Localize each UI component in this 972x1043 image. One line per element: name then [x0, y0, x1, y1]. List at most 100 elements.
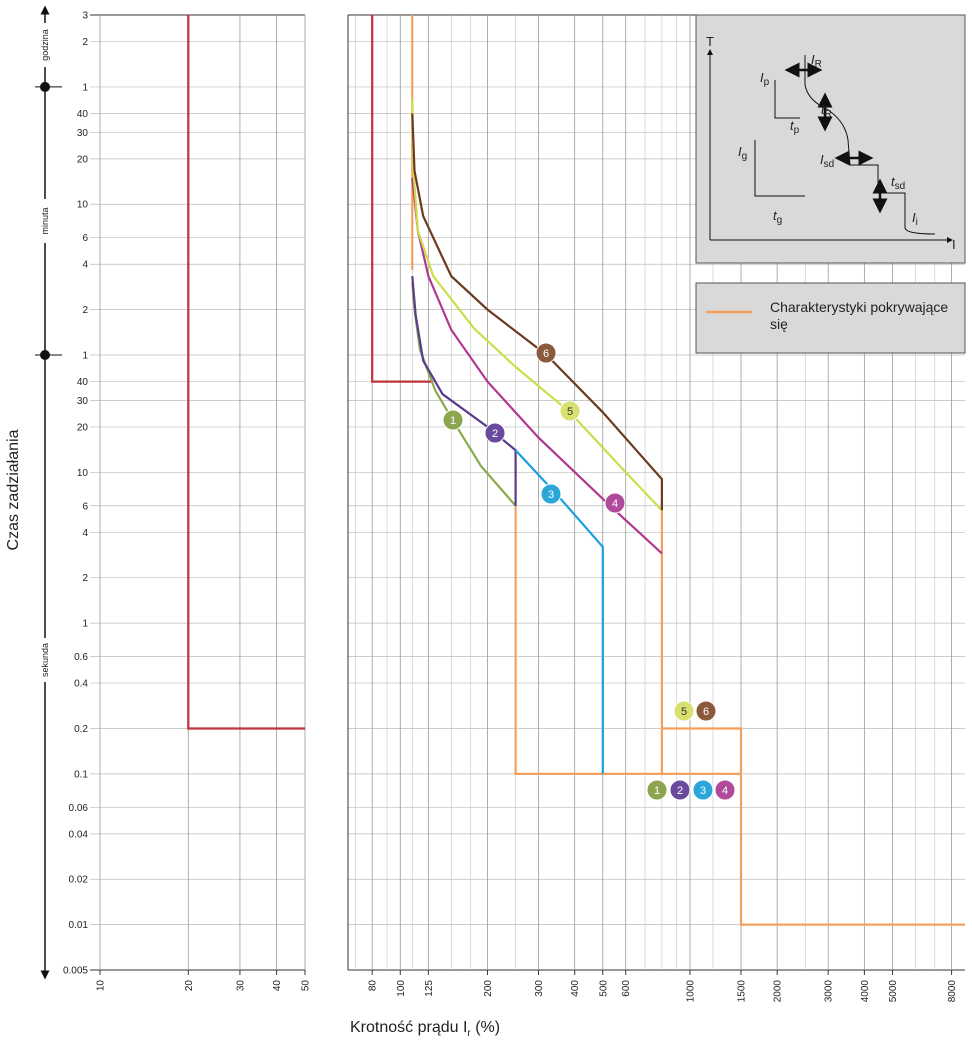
- x-axis-title: Krotność prądu Ir (%): [350, 1019, 500, 1039]
- inset-label-sub: g: [777, 215, 783, 226]
- inset-label-main: t: [821, 102, 826, 117]
- inset-label-main: I: [912, 210, 916, 225]
- x-title-suffix: (%): [471, 1019, 500, 1036]
- inset-label: T: [706, 34, 714, 49]
- x-tick-label: 20: [184, 980, 195, 992]
- y-tick-label: 20: [77, 154, 89, 165]
- curve-badge-label: 4: [612, 498, 618, 510]
- y-tick-label: 10: [77, 468, 89, 479]
- inset-label: Ig: [738, 144, 747, 162]
- curve-badge-label: 1: [450, 415, 456, 427]
- y-axis-title: Czas zadziałania: [5, 429, 22, 550]
- inset-curve: [754, 140, 805, 197]
- y-tick-label: 6: [82, 501, 88, 512]
- y-tick-label: 0.04: [69, 829, 89, 840]
- axis-dot: [40, 350, 50, 361]
- inset-label: tg: [773, 208, 782, 226]
- y-tick-label: 0.02: [69, 875, 89, 886]
- y-tick-label: 20: [77, 422, 89, 433]
- axis-dot: [40, 81, 50, 92]
- curve-badge: [604, 492, 626, 514]
- y-tick-label: 3: [82, 11, 88, 22]
- x-tick-label: 4000: [860, 980, 871, 1003]
- x-tick-label: 2000: [773, 980, 784, 1003]
- x-tick-label: 10: [96, 980, 107, 992]
- x-tick-label: 50: [301, 980, 312, 992]
- inset-label: Ii: [912, 210, 918, 228]
- curve-badge: [692, 779, 714, 801]
- group-label-bg: [39, 198, 51, 243]
- x-tick-label: 3000: [824, 980, 835, 1003]
- x-tick-label: 500: [598, 980, 609, 997]
- curve-badge-label: 6: [703, 706, 709, 718]
- curve-badge-label: 2: [492, 428, 498, 440]
- inset-label: tp: [790, 118, 800, 136]
- y-tick-label: 0.2: [74, 724, 88, 735]
- y-group-label: godzina: [40, 29, 50, 61]
- curve-badge-label: 2: [677, 785, 683, 797]
- inset-label: Ip: [760, 70, 770, 88]
- inset-label: I: [952, 237, 956, 252]
- y-tick-label: 1: [82, 619, 88, 630]
- inset-label-main: I: [820, 152, 824, 167]
- curve-badge: [669, 779, 691, 801]
- curve-badge: [484, 422, 506, 444]
- inset-box: [695, 14, 966, 264]
- inset-label-sub: sd: [824, 159, 835, 170]
- y-tick-label: 4: [82, 260, 88, 271]
- curve-badge: [540, 483, 562, 505]
- y-tick-label: 40: [77, 109, 89, 120]
- inset-label-sub: p: [764, 77, 770, 88]
- curve-badge-label: 5: [681, 706, 687, 718]
- inset-label-sub: p: [794, 125, 800, 136]
- curve-badge: [695, 700, 717, 722]
- series-line: [411, 177, 663, 555]
- x-tick-label: 200: [483, 980, 494, 997]
- y-tick-label: 4: [82, 528, 88, 539]
- x-title-main: Krotność prądu I: [350, 1019, 467, 1036]
- inset-curve: [774, 80, 800, 119]
- curves: [187, 15, 965, 926]
- x-tick-label: 8000: [947, 980, 958, 1003]
- inset-label: Isd: [820, 152, 834, 170]
- inset-label-main: t: [790, 118, 795, 133]
- inset-label-main: t: [773, 208, 778, 223]
- x-tick-label: 100: [396, 980, 407, 997]
- x-tick-label: 40: [272, 980, 283, 992]
- x-tick-label: 5000: [888, 980, 899, 1003]
- curve-badge: [535, 342, 557, 364]
- x-tick-label: 400: [570, 980, 581, 997]
- inset-label-sub: R: [825, 109, 832, 120]
- x-title-sub: r: [467, 1028, 471, 1039]
- inset-label: IR: [811, 52, 822, 70]
- series-line: [411, 113, 663, 511]
- inset-curve: [804, 55, 936, 235]
- y-tick-label: 2: [82, 37, 88, 48]
- y-tick-label: 0.01: [69, 920, 89, 931]
- curve-badge-label: 6: [543, 348, 549, 360]
- inset-label: tR: [821, 102, 832, 120]
- curve-badge-label: 1: [654, 785, 660, 797]
- inset-label-main: I: [811, 52, 815, 67]
- x-tick-label: 80: [368, 980, 379, 992]
- y-tick-label: 30: [77, 396, 89, 407]
- series-line: [187, 15, 305, 730]
- inset-label: tsd: [891, 174, 905, 192]
- inset-label-sub: i: [916, 217, 918, 228]
- x-tick-label: 125: [424, 980, 435, 997]
- inset-label-main: t: [891, 174, 896, 189]
- series-line: [514, 449, 604, 774]
- series-line: [411, 276, 517, 506]
- curve-badge-label: 5: [567, 406, 573, 418]
- y-group-label: sekunda: [40, 643, 50, 677]
- legend-box: [695, 282, 966, 354]
- inset-label-sub: R: [815, 59, 822, 70]
- y-tick-label: 1: [82, 351, 88, 362]
- y-tick-label: 6: [82, 233, 88, 244]
- y-tick-label: 0.1: [74, 769, 88, 780]
- y-tick-label: 10: [77, 200, 89, 211]
- y-tick-label: 40: [77, 377, 89, 388]
